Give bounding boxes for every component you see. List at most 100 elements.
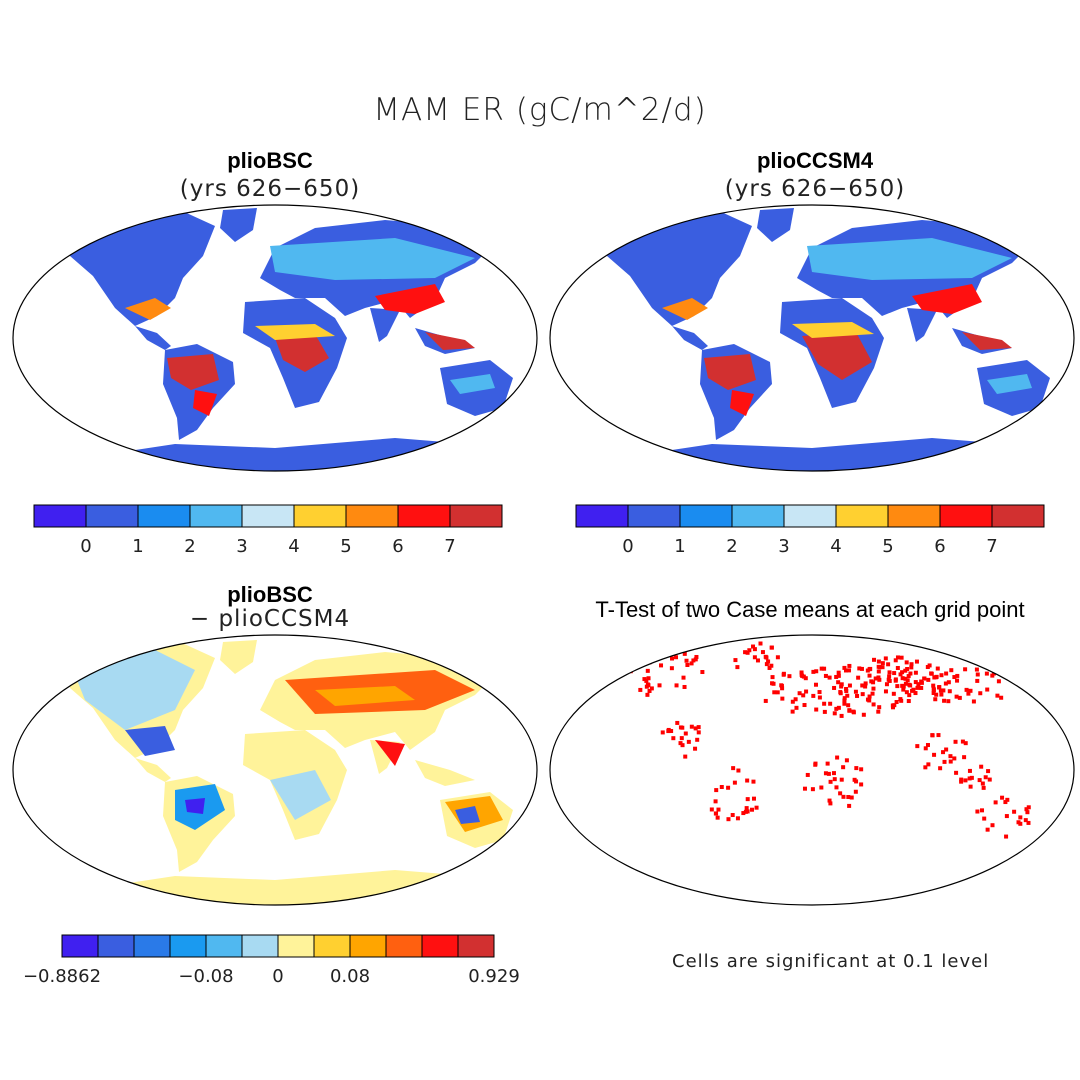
significant-cell [847, 708, 852, 713]
significant-cell [683, 731, 688, 736]
colorbar-swatch [731, 504, 785, 528]
significant-cell [842, 665, 847, 670]
significant-cell [939, 673, 944, 678]
significant-cell [1018, 815, 1023, 820]
significant-cell [669, 729, 674, 734]
significant-cell [836, 670, 841, 675]
significant-cell [745, 778, 750, 783]
significant-cell [1023, 818, 1028, 823]
significant-cell [854, 766, 859, 771]
colorbar-swatch [627, 504, 681, 528]
significant-cell [900, 670, 905, 675]
colorbar-swatch [991, 504, 1045, 528]
significant-cell [1004, 834, 1009, 839]
significant-cell [714, 811, 719, 816]
significance-note: Cells are significant at 0.1 level [672, 951, 990, 972]
significant-cell [946, 699, 951, 704]
significant-cell [744, 806, 749, 811]
significant-cell [899, 698, 904, 703]
significant-cell [944, 747, 949, 752]
colorbar-bsc: 0 1 2 3 4 5 6 7 [33, 504, 503, 557]
panel-subtitle-bsc: (yrs 626−650) [179, 176, 361, 202]
significant-cell [731, 766, 736, 771]
colorbar-tick-label: 5 [340, 536, 351, 557]
significant-cell [674, 655, 679, 660]
significant-cell [963, 667, 968, 672]
significant-cell [700, 670, 705, 675]
significant-cell [772, 690, 777, 695]
significant-cell [909, 662, 914, 667]
significant-cell [658, 648, 663, 653]
significant-cell [752, 647, 757, 652]
significant-cell [942, 759, 947, 764]
significant-cell [877, 705, 882, 710]
colorbar-tick-label: 6 [392, 536, 403, 557]
significant-cell [822, 709, 827, 714]
significant-cell [769, 663, 774, 668]
significant-cell [849, 795, 854, 800]
significant-cell [834, 674, 839, 679]
significant-cell [859, 767, 864, 772]
significant-cell [635, 662, 640, 667]
significant-cell [900, 676, 905, 681]
significant-cell [932, 752, 937, 757]
significant-cell [839, 684, 844, 689]
significant-cell [693, 746, 698, 751]
significant-cell [1026, 805, 1031, 810]
significant-cell [682, 684, 687, 689]
significant-cell [797, 691, 802, 696]
significant-cell [799, 672, 804, 677]
significant-cell [980, 781, 985, 786]
significant-cell [696, 725, 701, 730]
significant-cell [649, 686, 654, 691]
significant-cell [679, 736, 684, 741]
significant-cell [834, 785, 839, 790]
significant-cell [971, 699, 976, 704]
significant-cell [859, 666, 864, 671]
significant-cell [975, 809, 980, 814]
significant-cell [670, 656, 675, 661]
significant-cell [838, 690, 843, 695]
significant-cell [814, 707, 819, 712]
significant-cell [781, 672, 786, 677]
significant-cell [822, 701, 827, 706]
significant-cell [644, 678, 649, 683]
significant-cell [952, 756, 957, 761]
significant-cell [836, 680, 841, 685]
significant-cell [948, 754, 953, 759]
colorbar-swatch [205, 934, 243, 958]
significant-cell [794, 705, 799, 710]
significant-cell [967, 776, 972, 781]
significant-cell [770, 675, 775, 680]
significant-cell [819, 666, 824, 671]
significant-cell [823, 673, 828, 678]
colorbar-tick-label: 1 [132, 536, 143, 557]
significant-cell [780, 686, 785, 691]
significant-cell [844, 668, 849, 673]
significant-cell [963, 778, 968, 783]
significant-cell [923, 746, 928, 751]
significant-cell [923, 765, 928, 770]
significant-cell [996, 679, 1001, 684]
significant-cell [745, 809, 750, 814]
colorbar-swatch [241, 934, 279, 958]
significant-cell [822, 666, 827, 671]
significant-cell [886, 677, 891, 682]
significant-cell [990, 673, 995, 678]
significant-cell [894, 700, 899, 705]
significant-cell [968, 784, 973, 789]
significant-cell [968, 688, 973, 693]
colorbar-tick-label: 0 [80, 536, 91, 557]
colorbar-tick-label: 0 [622, 536, 633, 557]
significant-cell [790, 699, 795, 704]
significant-cell [758, 641, 763, 646]
significant-cell [763, 698, 768, 703]
significant-cell [867, 673, 872, 678]
significant-cell [750, 807, 755, 812]
significant-cell [736, 768, 741, 773]
significant-cell [877, 677, 882, 682]
significant-cell [919, 680, 924, 685]
significant-cell [709, 807, 714, 812]
colorbar-tick-label: 4 [288, 536, 299, 557]
significant-cell [984, 671, 989, 676]
